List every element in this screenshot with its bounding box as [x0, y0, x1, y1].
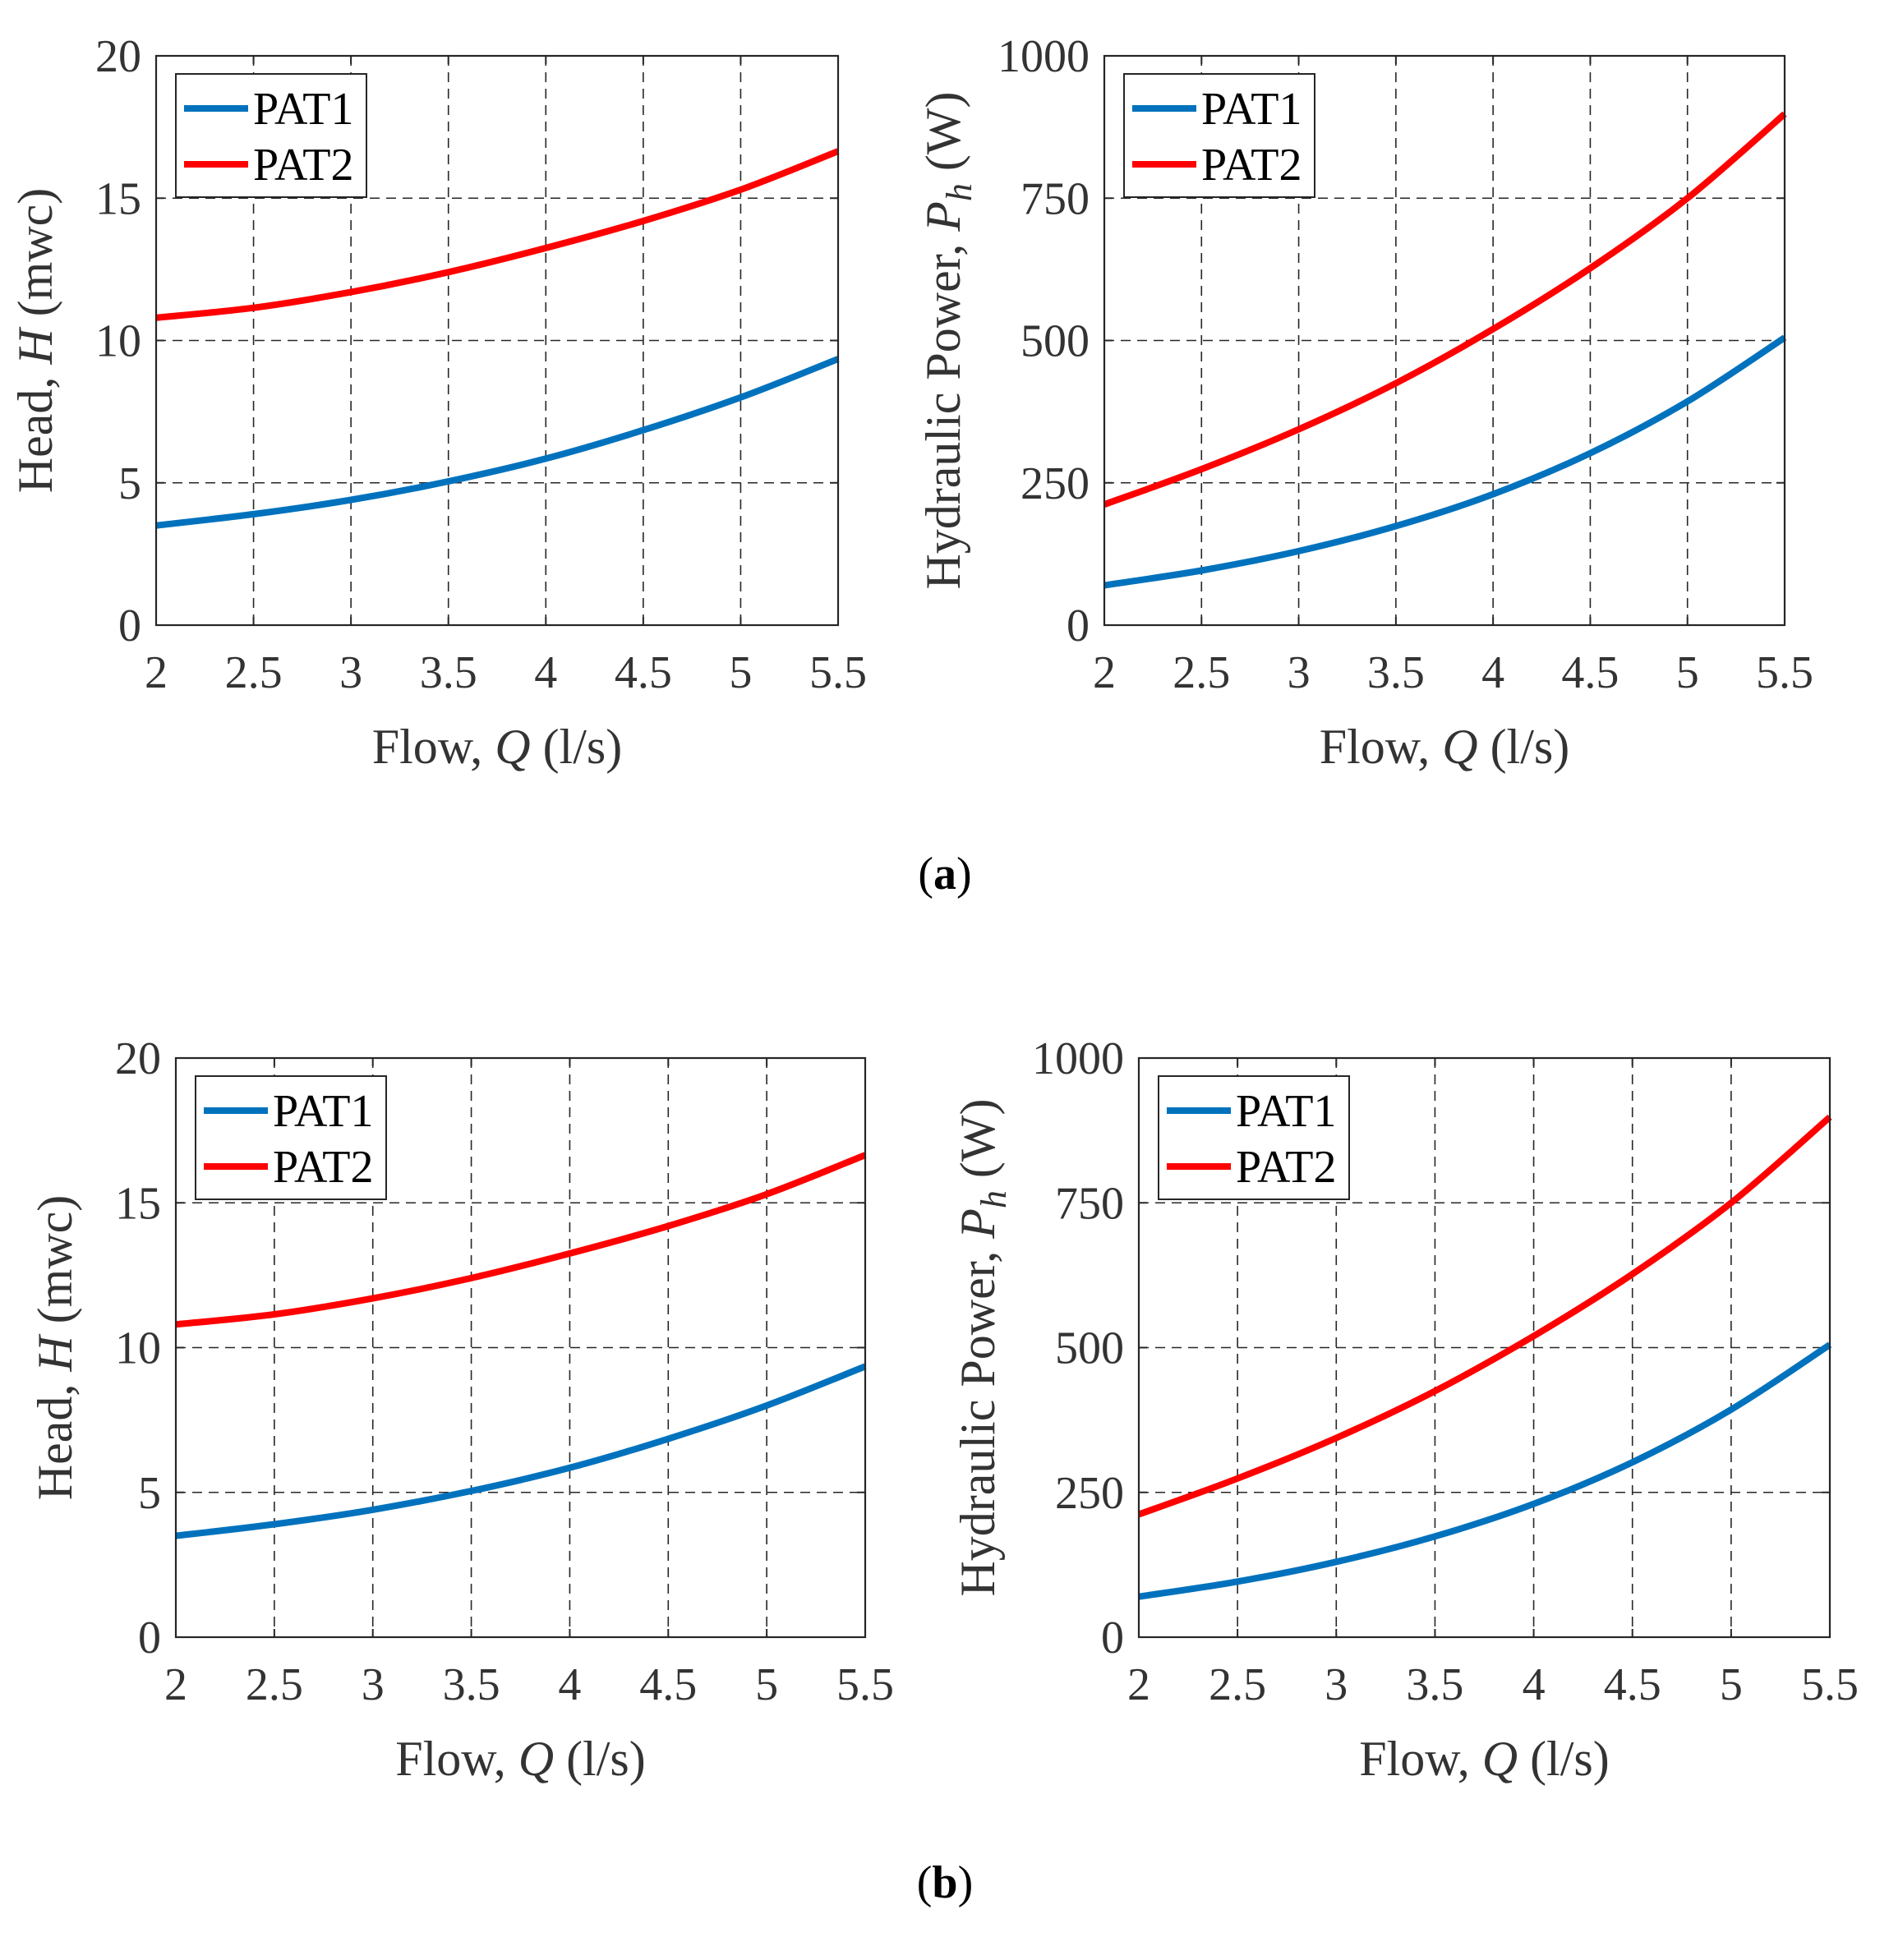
x-tick-label: 3: [339, 647, 362, 698]
y-tick-label: 5: [138, 1468, 161, 1519]
y-tick-label: 500: [1055, 1323, 1124, 1374]
series-line-pat1: [1103, 334, 1787, 589]
legend-label-pat2: PAT2: [1201, 140, 1302, 191]
x-tick-label: 4.5: [1561, 647, 1619, 698]
y-tick-label: 20: [115, 1033, 161, 1084]
x-tick-label: 2: [1093, 647, 1116, 698]
series-line-pat1: [175, 1363, 867, 1539]
x-tick-label: 5.5: [1801, 1659, 1859, 1710]
x-axis-label: Flow, Q (l/s): [395, 1732, 645, 1786]
x-tick-label: 5: [755, 1659, 778, 1710]
legend-label-pat1: PAT1: [1201, 84, 1302, 135]
legend-label-pat1: PAT1: [1236, 1086, 1336, 1137]
x-axis-label: Flow, Q (l/s): [372, 720, 622, 774]
x-tick-label: 4: [534, 647, 557, 698]
y-tick-label: 0: [138, 1613, 161, 1663]
x-tick-label: 3.5: [420, 647, 477, 698]
legend-label-pat2: PAT2: [253, 140, 353, 191]
x-tick-label: 4: [558, 1659, 581, 1710]
y-tick-label: 750: [1021, 173, 1090, 224]
y-tick-label: 20: [95, 31, 141, 82]
series-line-pat2: [175, 1152, 867, 1328]
x-tick-label: 4: [1481, 647, 1504, 698]
x-tick-label: 4.5: [1604, 1659, 1661, 1710]
y-axis-label: Head, H (mwc): [8, 188, 62, 494]
y-tick-label: 0: [118, 600, 141, 651]
x-axis-label: Flow, Q (l/s): [1320, 720, 1569, 774]
plot-frame: [174, 1056, 867, 1639]
legend-label-pat2: PAT2: [273, 1142, 373, 1193]
y-tick-label: 0: [1067, 600, 1090, 651]
y-tick-label: 10: [95, 316, 141, 367]
x-tick-label: 3.5: [1406, 1659, 1463, 1710]
legend-label-pat1: PAT1: [253, 84, 353, 135]
legend-box: [1158, 1075, 1350, 1200]
y-axis-label: Hydraulic Power, Ph (W): [916, 91, 979, 589]
plot-frame: [1137, 1056, 1831, 1639]
y-tick-label: 750: [1055, 1178, 1124, 1229]
y-tick-label: 15: [95, 173, 141, 224]
plot-frame: [154, 54, 840, 627]
x-tick-label: 4: [1523, 1659, 1546, 1710]
legend-label-pat2: PAT2: [1236, 1142, 1336, 1193]
y-tick-label: 15: [115, 1178, 161, 1229]
legend-label-pat1: PAT1: [273, 1086, 373, 1137]
x-tick-label: 5: [1720, 1659, 1743, 1710]
x-tick-label: 2: [164, 1659, 187, 1710]
y-tick-label: 1000: [997, 31, 1090, 82]
legend-box: [195, 1075, 387, 1200]
y-tick-label: 10: [115, 1323, 161, 1374]
x-tick-label: 3: [1288, 647, 1311, 698]
y-tick-label: 250: [1055, 1468, 1124, 1519]
legend-box: [175, 73, 367, 198]
plot-frame: [1103, 54, 1786, 627]
legend-box: [1123, 73, 1315, 198]
y-tick-label: 5: [118, 458, 141, 509]
x-tick-label: 5: [1676, 647, 1699, 698]
x-tick-label: 5: [729, 647, 752, 698]
x-tick-label: 4.5: [639, 1659, 697, 1710]
x-tick-label: 2.5: [1209, 1659, 1266, 1710]
x-tick-label: 2: [1127, 1659, 1150, 1710]
panel-label-b: (b): [917, 1857, 973, 1908]
series-line-pat2: [1137, 1114, 1832, 1518]
y-tick-label: 250: [1021, 458, 1090, 509]
x-axis-label: Flow, Q (l/s): [1359, 1732, 1609, 1786]
x-tick-label: 5.5: [1756, 647, 1813, 698]
y-tick-label: 0: [1101, 1613, 1124, 1663]
x-tick-label: 3: [1325, 1659, 1348, 1710]
x-tick-label: 3: [362, 1659, 385, 1710]
y-axis-label: Head, H (mwc): [28, 1195, 82, 1501]
series-line-pat1: [155, 356, 840, 529]
series-line-pat1: [1138, 1341, 1832, 1600]
x-tick-label: 2.5: [246, 1659, 303, 1710]
x-tick-label: 5.5: [836, 1659, 894, 1710]
series-line-pat2: [1103, 111, 1787, 508]
x-tick-label: 3.5: [443, 1659, 500, 1710]
x-tick-label: 2: [145, 647, 168, 698]
y-tick-label: 1000: [1032, 1033, 1124, 1084]
x-tick-label: 4.5: [615, 647, 672, 698]
y-axis-label: Hydraulic Power, Ph (W): [951, 1098, 1014, 1596]
y-tick-label: 500: [1021, 316, 1090, 367]
x-tick-label: 2.5: [1173, 647, 1230, 698]
x-tick-label: 5.5: [809, 647, 867, 698]
x-tick-label: 2.5: [225, 647, 283, 698]
panel-label-a: (a): [918, 849, 971, 899]
x-tick-label: 3.5: [1367, 647, 1425, 698]
series-line-pat2: [155, 148, 840, 321]
